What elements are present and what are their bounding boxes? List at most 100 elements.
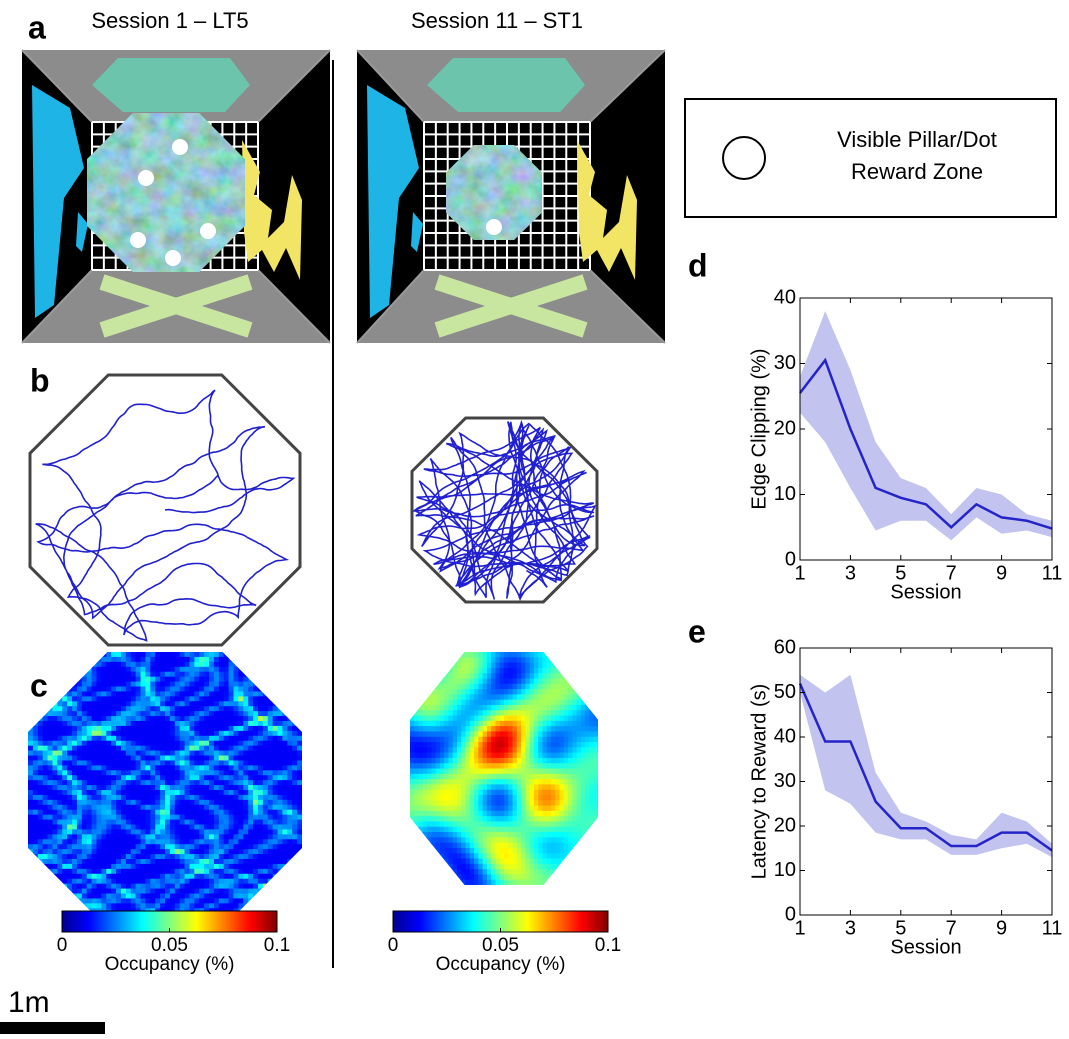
heat-cell <box>448 832 453 838</box>
heat-cell <box>263 894 268 900</box>
heat-cell <box>568 710 573 716</box>
heat-cell <box>427 795 432 801</box>
heat-cell <box>483 721 488 727</box>
heat-cell <box>564 673 569 679</box>
heat-cell <box>478 843 483 849</box>
heat-cell <box>568 816 573 822</box>
heat-cell <box>431 821 436 827</box>
heat-cell <box>57 731 62 737</box>
heat-cell <box>457 716 462 722</box>
heat-cell <box>170 701 175 707</box>
heat-cell <box>487 832 492 838</box>
heat-cell <box>258 657 263 663</box>
heat-cell <box>111 795 116 801</box>
heat-cell <box>214 884 219 890</box>
heat-cell <box>224 839 229 845</box>
heat-cell <box>209 849 214 855</box>
heat-cell <box>292 716 297 722</box>
heat-cell <box>72 785 77 791</box>
heat-cell <box>160 716 165 722</box>
heat-cell <box>160 765 165 771</box>
heat-cell <box>491 880 496 886</box>
heat-cell <box>551 742 556 748</box>
heat-cell <box>101 815 106 821</box>
heat-cell <box>82 864 87 870</box>
heat-cell <box>287 726 292 732</box>
heat-cell <box>219 677 224 683</box>
heat-cell <box>282 667 287 673</box>
heat-cell <box>141 706 146 712</box>
heat-cell <box>185 879 190 885</box>
heat-cell <box>67 775 72 781</box>
heat-cell <box>577 673 582 679</box>
heat-cell <box>483 716 488 722</box>
heat-cell <box>131 672 136 678</box>
heat-cell <box>155 859 160 865</box>
heat-cell <box>77 652 82 658</box>
heat-cell <box>92 652 97 658</box>
heat-cell <box>500 848 505 854</box>
heat-cell <box>57 746 62 752</box>
heat-cell <box>287 879 292 885</box>
heat-cell <box>82 765 87 771</box>
heat-cell <box>572 710 577 716</box>
heat-cell <box>500 737 505 743</box>
heat-cell <box>111 839 116 845</box>
heat-cell <box>495 806 500 812</box>
heat-cell <box>185 677 190 683</box>
heat-cell <box>551 864 556 870</box>
heat-cell <box>478 731 483 737</box>
heat-cell <box>248 726 253 732</box>
heat-cell <box>170 854 175 860</box>
heat-cell <box>491 816 496 822</box>
heat-cell <box>457 700 462 706</box>
heat-cell <box>577 811 582 817</box>
heat-cell <box>28 820 33 826</box>
heat-cell <box>219 672 224 678</box>
heat-cell <box>28 908 33 914</box>
heat-cell <box>194 820 199 826</box>
heat-cell <box>131 652 136 658</box>
heat-cell <box>243 711 248 717</box>
heat-cell <box>470 758 475 764</box>
heat-cell <box>564 784 569 790</box>
heat-cell <box>495 859 500 865</box>
heat-cell <box>150 765 155 771</box>
heat-cell <box>28 765 33 771</box>
heat-cell <box>170 815 175 821</box>
heat-cell <box>150 800 155 806</box>
heat-cell <box>131 879 136 885</box>
heat-cell <box>517 827 522 833</box>
heat-cell <box>87 652 92 658</box>
heat-cell <box>160 770 165 776</box>
heat-cell <box>508 742 513 748</box>
heat-cell <box>141 859 146 865</box>
heat-cell <box>111 889 116 895</box>
heat-cell <box>461 853 466 859</box>
heat-cell <box>483 731 488 737</box>
heat-cell <box>57 770 62 776</box>
heat-cell <box>248 810 253 816</box>
heat-cell <box>121 741 126 747</box>
heat-cell <box>136 785 141 791</box>
heat-cell <box>116 721 121 727</box>
heat-cell <box>414 689 419 695</box>
heat-cell <box>436 864 441 870</box>
heat-cell <box>155 889 160 895</box>
heat-cell <box>248 731 253 737</box>
heat-cell <box>577 689 582 695</box>
heat-cell <box>487 790 492 796</box>
heat-cell <box>542 843 547 849</box>
heat-cell <box>419 784 424 790</box>
heat-cell <box>229 854 234 860</box>
heat-cell <box>229 889 234 895</box>
heat-cell <box>234 820 239 826</box>
heat-cell <box>160 844 165 850</box>
heat-cell <box>165 687 170 693</box>
heat-cell <box>453 880 458 886</box>
heat-cell <box>121 859 126 865</box>
heat-cell <box>28 652 33 658</box>
heat-cell <box>248 775 253 781</box>
heat-cell <box>238 760 243 766</box>
heat-cell <box>185 780 190 786</box>
